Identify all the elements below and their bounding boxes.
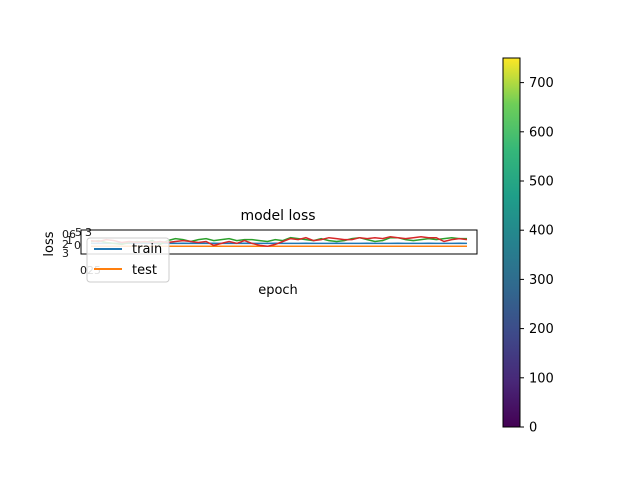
tick-label: 5: [75, 226, 82, 239]
colorbar-tick-label: 600: [529, 125, 554, 140]
colorbar-tick-label: 400: [529, 224, 554, 239]
legend-label-train: train: [132, 242, 162, 257]
tick-label: 0: [74, 239, 81, 252]
colorbar-tick-label: 700: [529, 76, 554, 91]
tick-label: 3: [62, 247, 69, 260]
plot-area: 06532130025: [62, 226, 478, 277]
x-axis-label: epoch: [258, 283, 298, 298]
legend-label-test: test: [132, 263, 157, 278]
tick-label: 2: [62, 238, 69, 251]
colorbar-frame: [502, 57, 521, 428]
colorbar-tick-label: 200: [529, 322, 554, 337]
tick-label: 3: [85, 226, 92, 239]
colorbar-tick-label: 100: [529, 371, 554, 386]
colorbar-ticks: 0 100 200 300 400 500 600 700: [520, 76, 554, 436]
chart-title: model loss: [240, 208, 315, 224]
tick-label: 1: [66, 234, 73, 247]
colorbar-tick-label: 500: [529, 175, 554, 190]
legend: train test: [86, 237, 170, 283]
colorbar-gradient: [503, 58, 520, 427]
colorbar-tick-label: 300: [529, 273, 554, 288]
tick-label: 06: [62, 228, 76, 241]
y-axis-label: loss: [42, 231, 57, 256]
colorbar-tick-label: 0: [529, 421, 537, 436]
colorbar: 0 100 200 300 400 500 600 700: [502, 57, 554, 436]
